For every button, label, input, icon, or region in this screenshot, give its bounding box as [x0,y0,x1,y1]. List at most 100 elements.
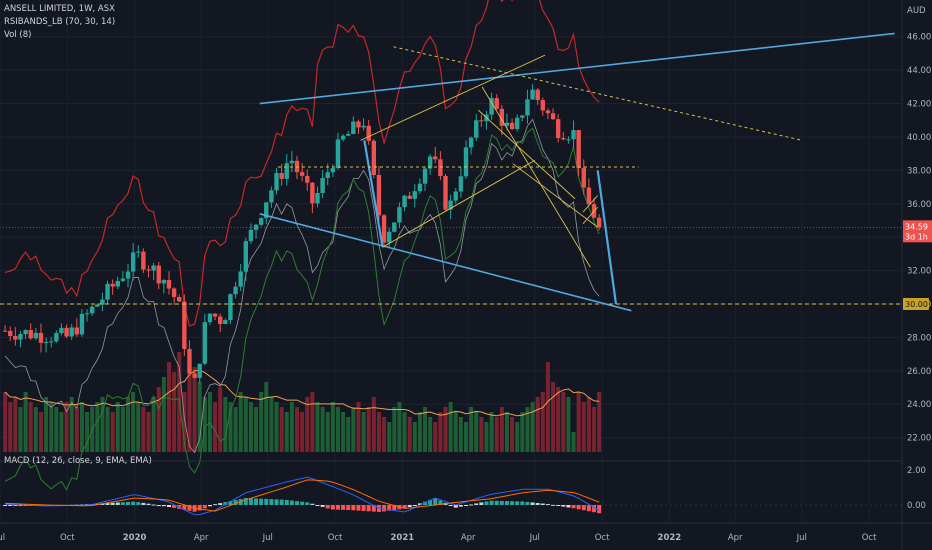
candle-body [340,135,346,140]
rsi-lower-band-line [4,127,600,491]
candle-body [161,280,167,284]
candle-body [8,330,13,336]
macd-histogram-bar [223,502,228,505]
candle-body [356,121,361,128]
volume-bar [494,417,499,452]
volume-bar [289,402,294,452]
volume-bar [387,422,392,452]
macd-histogram-bar [243,498,248,505]
candle-body [458,176,464,192]
candle-body [402,195,407,208]
volume-bar [382,417,387,452]
currency-label: AUD [907,6,926,16]
candle-body [335,139,341,169]
volume-bar [412,422,417,452]
volume-bar [581,402,586,452]
candle-body [166,280,172,289]
volume-bar [8,402,13,452]
candle-body [412,191,417,199]
macd-legend[interactable]: MACD (12, 26, close, 9, EMA, EMA) [4,456,152,466]
volume-bar [79,402,84,452]
macd-histogram-bar [392,505,397,510]
volume-bar [115,402,120,452]
candle-body [49,341,54,343]
candle-body [258,218,264,225]
volume-bar [346,417,351,452]
candle-body [422,168,428,184]
trendline-drawings[interactable] [0,32,902,312]
volume-bar [141,407,146,452]
drop-arrow-1 [363,140,384,248]
volume-bar [202,397,207,452]
price-tick-label: 26.00 [907,367,931,377]
volume-bar [38,412,43,452]
candle-body [212,313,218,317]
candle-body [381,215,387,243]
symbol-legend[interactable]: ANSELL LIMITED, 1W, ASX [4,4,115,14]
volume-bar [243,397,248,452]
candle-body [515,117,520,130]
macd-histogram-bar [346,505,351,511]
upper-trendline [259,32,895,105]
volume-bar [356,402,361,452]
volume-bar [551,382,556,452]
macd-histogram-bar [131,501,136,505]
time-axis[interactable]: Jul Oct 2020 Apr Jul Oct 2021 Apr Jul Oct 2022 Apr J… [0,533,877,543]
volume-bar [85,412,90,452]
volume-bar [259,392,264,452]
macd-signal-line [5,479,600,512]
volume-bar [254,407,259,452]
macd-histogram-bar [182,505,187,510]
candle-body [89,306,95,314]
macd-histogram-bar [264,498,269,505]
volume-bar [95,402,100,452]
volume-bar [110,412,115,452]
volume-bar [556,387,561,452]
candle-body [125,271,131,279]
macd-histogram-bar [586,505,591,512]
candle-body [294,160,300,173]
price-axis[interactable]: 46.0044.0042.0040.0038.0036.0034.0032.00… [903,6,932,511]
candle-body [248,229,254,242]
macd-histogram-bar [161,505,166,507]
volume-ma-line [4,369,600,417]
macd-histogram-bar [382,505,387,512]
volume-bar [279,407,284,452]
hline-tag [903,297,929,310]
volume-legend[interactable]: Vol (8) [4,30,32,40]
candle-body [571,130,576,140]
volume-bar [525,407,530,452]
candle-body [545,110,551,114]
candle-body [576,130,581,168]
candle-body [74,327,80,335]
volume-bar [49,402,54,452]
macd-histogram-bar [499,500,504,505]
volume-bar [120,407,125,452]
macd-histogram-bar [289,500,294,505]
candle-body [192,373,197,378]
candle-body [217,316,223,325]
macd-histogram-bar [105,503,110,505]
price-tick-label: 44.00 [907,66,931,76]
wedge-line-3 [512,163,598,228]
volume-bar [238,392,243,452]
flag-line-1 [582,195,599,213]
volume-bar [520,412,525,452]
volume-bar [515,422,520,452]
volume-bar [182,392,187,452]
candle-body [54,333,59,342]
rsibands-legend[interactable]: RSIBANDS_LB (70, 30, 14) [4,17,116,27]
macd-histogram-bar [515,501,520,505]
macd-histogram-bar [412,505,417,506]
candle-body [43,342,49,344]
macd-histogram-bar [259,498,264,505]
volume-bar [310,392,315,452]
time-tick-label: Apr [194,533,209,543]
macd-histogram-bar [341,505,346,510]
candle-body [23,330,28,335]
volume-bar [545,362,550,452]
macd-histogram-bar [197,505,202,511]
time-tick-label: Oct [862,533,877,543]
macd-histogram-bar [156,505,161,506]
